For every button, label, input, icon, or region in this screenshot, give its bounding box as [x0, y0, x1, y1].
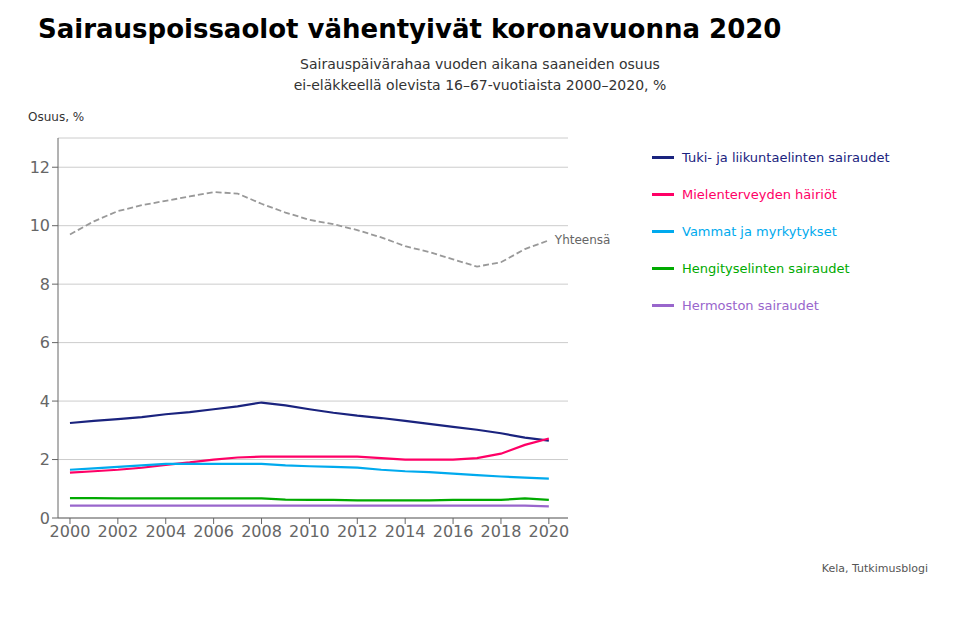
- svg-text:2006: 2006: [193, 522, 234, 541]
- html-text:Sairauspäivärahaa vuoden aikan: Sairauspäivärahaa vuoden aikana saaneide…: [300, 56, 660, 72]
- svg-text:0: 0: [40, 509, 50, 528]
- svg-text:8: 8: [40, 275, 50, 294]
- html-text:Kela, Tutkimusblogi: Kela, Tutkimusblogi: [821, 562, 928, 575]
- html-text:Osuus, %: Osuus, %: [28, 110, 85, 124]
- html-text:Vammat ja myrkytykset: Vammat ja myrkytykset: [682, 224, 837, 239]
- svg-text:10: 10: [30, 216, 50, 235]
- svg-text:2020: 2020: [528, 522, 569, 541]
- html-text:Hengityselinten sairaudet: Hengityselinten sairaudet: [682, 261, 850, 276]
- svg-text:2016: 2016: [433, 522, 474, 541]
- html-text:Tuki- ja liikuntaelinten saira: Tuki- ja liikuntaelinten sairaudet: [682, 150, 890, 165]
- svg-text:2010: 2010: [289, 522, 330, 541]
- svg-text:4: 4: [40, 392, 50, 411]
- svg-text:2014: 2014: [385, 522, 426, 541]
- svg-text:2018: 2018: [481, 522, 522, 541]
- svg-text:2002: 2002: [97, 522, 138, 541]
- svg-text:2004: 2004: [145, 522, 186, 541]
- html-text:ei-eläkkeellä olevista 16–67-v: ei-eläkkeellä olevista 16–67-vuotiaista …: [293, 77, 667, 93]
- svg-text:2008: 2008: [241, 522, 282, 541]
- html-text:Hermoston sairaudet: Hermoston sairaudet: [682, 298, 819, 313]
- svg-text:2012: 2012: [337, 522, 378, 541]
- svg-text:Yhteensä: Yhteensä: [554, 233, 611, 247]
- html-text:Mielenterveyden häiriöt: Mielenterveyden häiriöt: [682, 187, 837, 202]
- svg-text:6: 6: [40, 333, 50, 352]
- svg-text:2000: 2000: [50, 522, 91, 541]
- html-text:Sairauspoissaolot vähentyivät: Sairauspoissaolot vähentyivät koronavuon…: [38, 14, 782, 44]
- svg-text:2: 2: [40, 450, 50, 469]
- svg-text:12: 12: [30, 158, 50, 177]
